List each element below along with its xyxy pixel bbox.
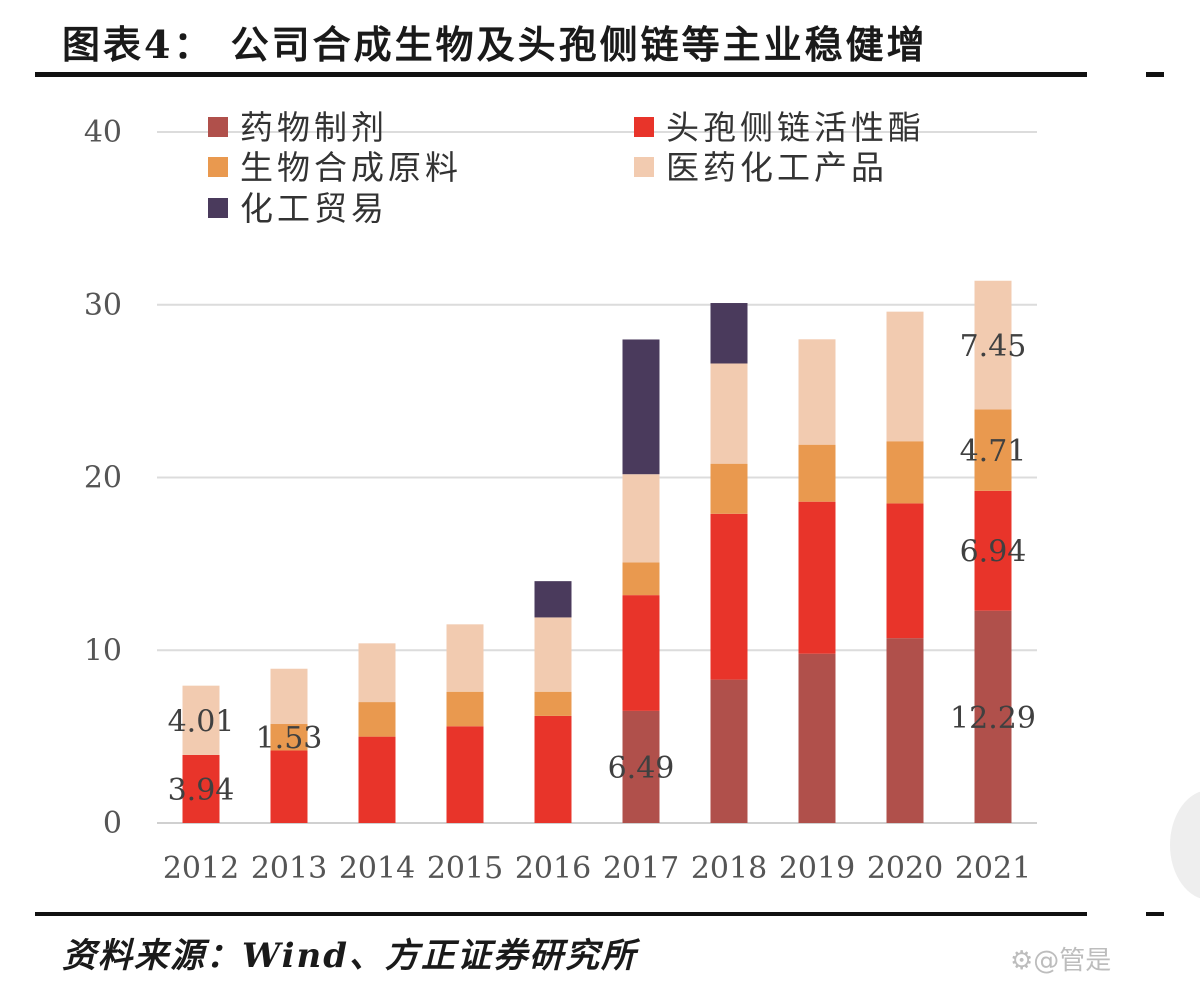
- bar-segment: [886, 638, 924, 823]
- bar-segment: [534, 581, 572, 618]
- y-tick-label: 10: [84, 633, 122, 668]
- data-label: 7.45: [960, 329, 1027, 364]
- data-label: 6.94: [960, 535, 1027, 570]
- bar-segment: [974, 610, 1012, 823]
- top-rule-right-mark: [1146, 72, 1164, 77]
- bar-segment: [798, 339, 836, 445]
- bar-segment: [270, 750, 308, 823]
- bar-segment: [710, 363, 748, 464]
- legend-label: 药物制剂: [240, 108, 388, 147]
- bottom-rule-right-mark: [1146, 912, 1164, 916]
- bar-segment: [798, 444, 836, 502]
- bar-segment: [798, 653, 836, 823]
- stacked-bar-chart: 0 10 20 30 40 2012 2013 2014 2015 2016 2017 2018 201…: [84, 108, 1037, 886]
- x-tick-label: 2018: [691, 851, 767, 886]
- y-tick-label: 20: [84, 461, 122, 496]
- bar-segment: [446, 624, 484, 692]
- bar-segment: [270, 668, 308, 725]
- bar-segment: [358, 643, 396, 703]
- x-tick-label: 2015: [427, 851, 503, 886]
- bar-segment: [622, 562, 660, 596]
- bar-segment: [270, 724, 308, 751]
- bottom-rule: [35, 912, 1087, 916]
- bar-segment: [534, 715, 572, 823]
- bar-segment: [622, 474, 660, 563]
- data-label: 4.01: [168, 704, 235, 739]
- bar-segment: [974, 490, 1012, 611]
- bar-segment: [446, 726, 484, 823]
- bar-segment: [974, 280, 1012, 410]
- bar-segment: [886, 503, 924, 639]
- x-tick-label: 2019: [779, 851, 855, 886]
- bar-segment: [886, 441, 924, 504]
- legend-swatch: [208, 117, 228, 137]
- data-label: 3.94: [168, 773, 235, 808]
- legend-swatch: [208, 157, 228, 177]
- legend-label: 医药化工产品: [666, 148, 888, 187]
- bar-segment: [446, 691, 484, 727]
- bar-segment: [358, 736, 396, 823]
- bar-segment: [182, 685, 220, 755]
- bar-segment: [974, 409, 1012, 491]
- bar-segment: [534, 691, 572, 716]
- bar-segment: [622, 710, 660, 823]
- x-tick-label: 2016: [515, 851, 591, 886]
- legend-label: 头孢侧链活性酯: [666, 108, 925, 147]
- top-rule: [35, 72, 1087, 77]
- data-label: 12.29: [950, 701, 1036, 736]
- y-tick-label: 30: [84, 288, 122, 323]
- data-label: 6.49: [608, 751, 675, 786]
- bar-segment: [886, 311, 924, 442]
- legend-label: 生物合成原料: [240, 148, 462, 187]
- bar-segment: [182, 754, 220, 823]
- x-tick-label: 2020: [867, 851, 943, 886]
- legend-swatch: [634, 157, 654, 177]
- bar-segment: [710, 463, 748, 514]
- bar-segment: [622, 595, 660, 711]
- bar-segment: [622, 339, 660, 475]
- x-tick-label: 2017: [603, 851, 679, 886]
- source-note: 资料来源：Wind、方正证券研究所: [62, 936, 637, 976]
- watermark: ⚙@管是: [1010, 946, 1112, 976]
- y-tick-label: 40: [84, 115, 122, 150]
- chart-title: 图表4： 公司合成生物及头孢侧链等主业稳健增: [62, 22, 928, 67]
- legend-swatch: [634, 117, 654, 137]
- bar-segment: [710, 303, 748, 364]
- legend-label: 化工贸易: [240, 189, 388, 228]
- bar-segment: [710, 513, 748, 680]
- data-label: 1.53: [256, 721, 323, 756]
- data-label: 4.71: [960, 434, 1027, 469]
- legend-swatch: [208, 198, 228, 218]
- x-tick-label: 2012: [163, 851, 239, 886]
- x-tick-label: 2013: [251, 851, 327, 886]
- x-tick-label: 2021: [955, 851, 1031, 886]
- bar-segment: [358, 702, 396, 737]
- bar-segment: [534, 617, 572, 692]
- bar-segment: [798, 501, 836, 654]
- x-tick-label: 2014: [339, 851, 415, 886]
- y-tick-label: 0: [103, 806, 122, 841]
- bar-segment: [710, 679, 748, 823]
